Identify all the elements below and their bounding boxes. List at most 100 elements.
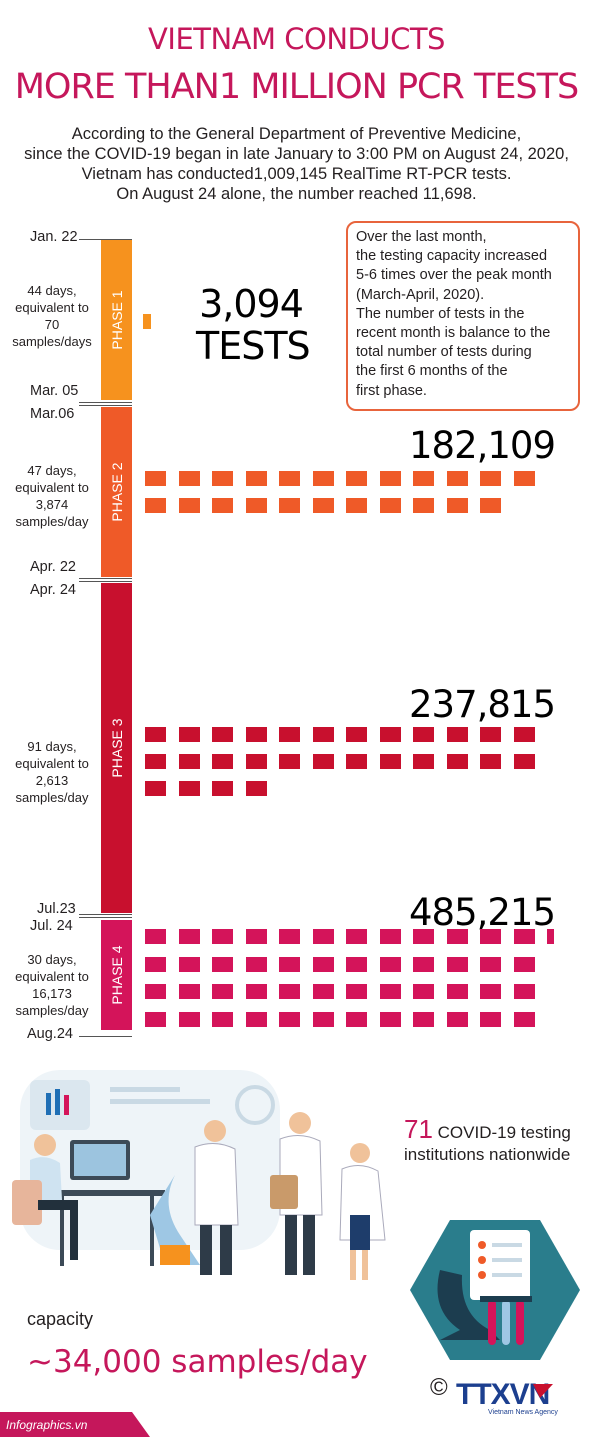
- test-block: [279, 956, 300, 972]
- test-block: [145, 471, 166, 486]
- callout-line: the first 6 months of the: [356, 363, 508, 380]
- test-block: [245, 956, 267, 972]
- phase-2-end-date: Apr. 22: [30, 559, 76, 575]
- test-block: [212, 498, 233, 513]
- test-block: [446, 984, 468, 999]
- test-block: [346, 929, 367, 944]
- footer-source[interactable]: Infographics.vn: [6, 1418, 88, 1432]
- phase-1-tests-value: 3,094: [199, 282, 304, 326]
- desc-line: samples/day: [15, 514, 89, 529]
- ttxvn-logo: TTXVN Vietnam News Agency: [456, 1378, 558, 1416]
- desc-line: equivalent to: [15, 300, 89, 315]
- intro-line: According to the General Department of P…: [71, 125, 522, 143]
- test-block: [212, 471, 233, 486]
- date-tick: [79, 402, 132, 403]
- test-block: [346, 498, 367, 513]
- test-block: [513, 1011, 535, 1027]
- desc-line: 2,613: [35, 773, 69, 788]
- test-block: [245, 984, 267, 999]
- intro-line: Vietnam has conducted1,009,145 RealTime …: [81, 165, 512, 183]
- callout-line: (March-April, 2020).: [356, 286, 485, 303]
- test-block: [413, 956, 434, 972]
- test-block: [279, 754, 300, 769]
- test-block: [212, 929, 233, 944]
- callout-line: total number of tests during: [356, 344, 532, 361]
- phase-2-bar: PHASE 2: [101, 407, 132, 577]
- phase-1-description: 44 days, equivalent to 70 samples/days: [4, 282, 100, 350]
- phase-1-bar: PHASE 1: [101, 240, 132, 400]
- test-block: [346, 1011, 367, 1027]
- test-block: [312, 929, 334, 944]
- callout-line: first phase.: [356, 382, 427, 399]
- test-block: [178, 471, 200, 486]
- desc-line: samples/days: [12, 334, 92, 349]
- phase-1-tests-unit: TESTS: [196, 324, 311, 368]
- desc-line: 91 days,: [27, 739, 77, 754]
- phase-2-start-date: Mar.06: [30, 406, 75, 422]
- phase-1-label: PHASE 1: [108, 290, 125, 350]
- desc-line: equivalent to: [15, 480, 89, 495]
- test-block: [212, 754, 233, 769]
- test-block: [346, 471, 367, 486]
- test-block: [379, 929, 401, 944]
- test-block: [446, 471, 468, 486]
- test-block: [413, 498, 434, 513]
- test-block: [245, 727, 267, 742]
- desc-line: 3,874: [35, 497, 69, 512]
- institutions-stat: 71 COVID-19 testing institutions nationw…: [404, 1116, 571, 1166]
- desc-line: 47 days,: [27, 463, 77, 478]
- test-block: [379, 471, 401, 486]
- test-block: [312, 498, 334, 513]
- test-block: [145, 754, 166, 769]
- institutions-number: 71: [404, 1114, 433, 1144]
- test-block: [143, 314, 151, 329]
- desc-line: 44 days,: [27, 283, 77, 298]
- date-tick: [79, 914, 132, 915]
- phase-3-description: 91 days, equivalent to 2,613 samples/day: [4, 738, 100, 806]
- test-block: [145, 727, 166, 742]
- svg-text:Vietnam News Agency: Vietnam News Agency: [488, 1409, 558, 1416]
- test-block: [379, 984, 401, 999]
- phase-3-end-date: Jul.23: [37, 901, 76, 917]
- desc-line: samples/day: [15, 1003, 89, 1018]
- test-block: [245, 781, 267, 796]
- laboratory-illustration: [12, 1070, 386, 1280]
- test-block: [178, 498, 200, 513]
- test-block: [413, 984, 434, 999]
- phase-1-tests: 3,094 TESTS: [196, 282, 311, 368]
- desc-line: equivalent to: [15, 969, 89, 984]
- test-block: [446, 754, 468, 769]
- institutions-text-1: COVID-19 testing: [437, 1123, 571, 1142]
- test-block: [480, 498, 501, 513]
- test-block: [513, 727, 535, 742]
- test-block: [379, 956, 401, 972]
- test-block: [245, 1011, 267, 1027]
- phase-4-end-date: Aug.24: [27, 1026, 73, 1042]
- test-block: [145, 1011, 166, 1027]
- desc-line: equivalent to: [15, 756, 89, 771]
- test-block: [312, 956, 334, 972]
- test-block: [513, 984, 535, 999]
- test-block: [312, 1011, 334, 1027]
- test-block: [346, 754, 367, 769]
- test-block: [145, 956, 166, 972]
- callout-line: Over the last month,: [356, 229, 487, 245]
- test-block: [480, 1011, 501, 1027]
- callout-line: the testing capacity increased: [356, 248, 548, 265]
- test-block: [245, 498, 267, 513]
- test-block: [279, 471, 300, 486]
- intro-paragraph: According to the General Department of P…: [0, 124, 593, 204]
- phase-3-label: PHASE 3: [108, 718, 125, 778]
- test-block: [346, 956, 367, 972]
- phase-2-label: PHASE 2: [108, 462, 125, 522]
- test-block: [413, 471, 434, 486]
- desc-line: samples/day: [15, 790, 89, 805]
- test-block: [212, 781, 233, 796]
- phase-1-end-date: Mar. 05: [30, 383, 79, 399]
- test-block: [480, 984, 501, 999]
- test-block: [145, 781, 166, 796]
- test-block: [480, 754, 501, 769]
- test-block: [513, 929, 535, 944]
- test-block: [145, 929, 166, 944]
- date-tick: [79, 239, 132, 240]
